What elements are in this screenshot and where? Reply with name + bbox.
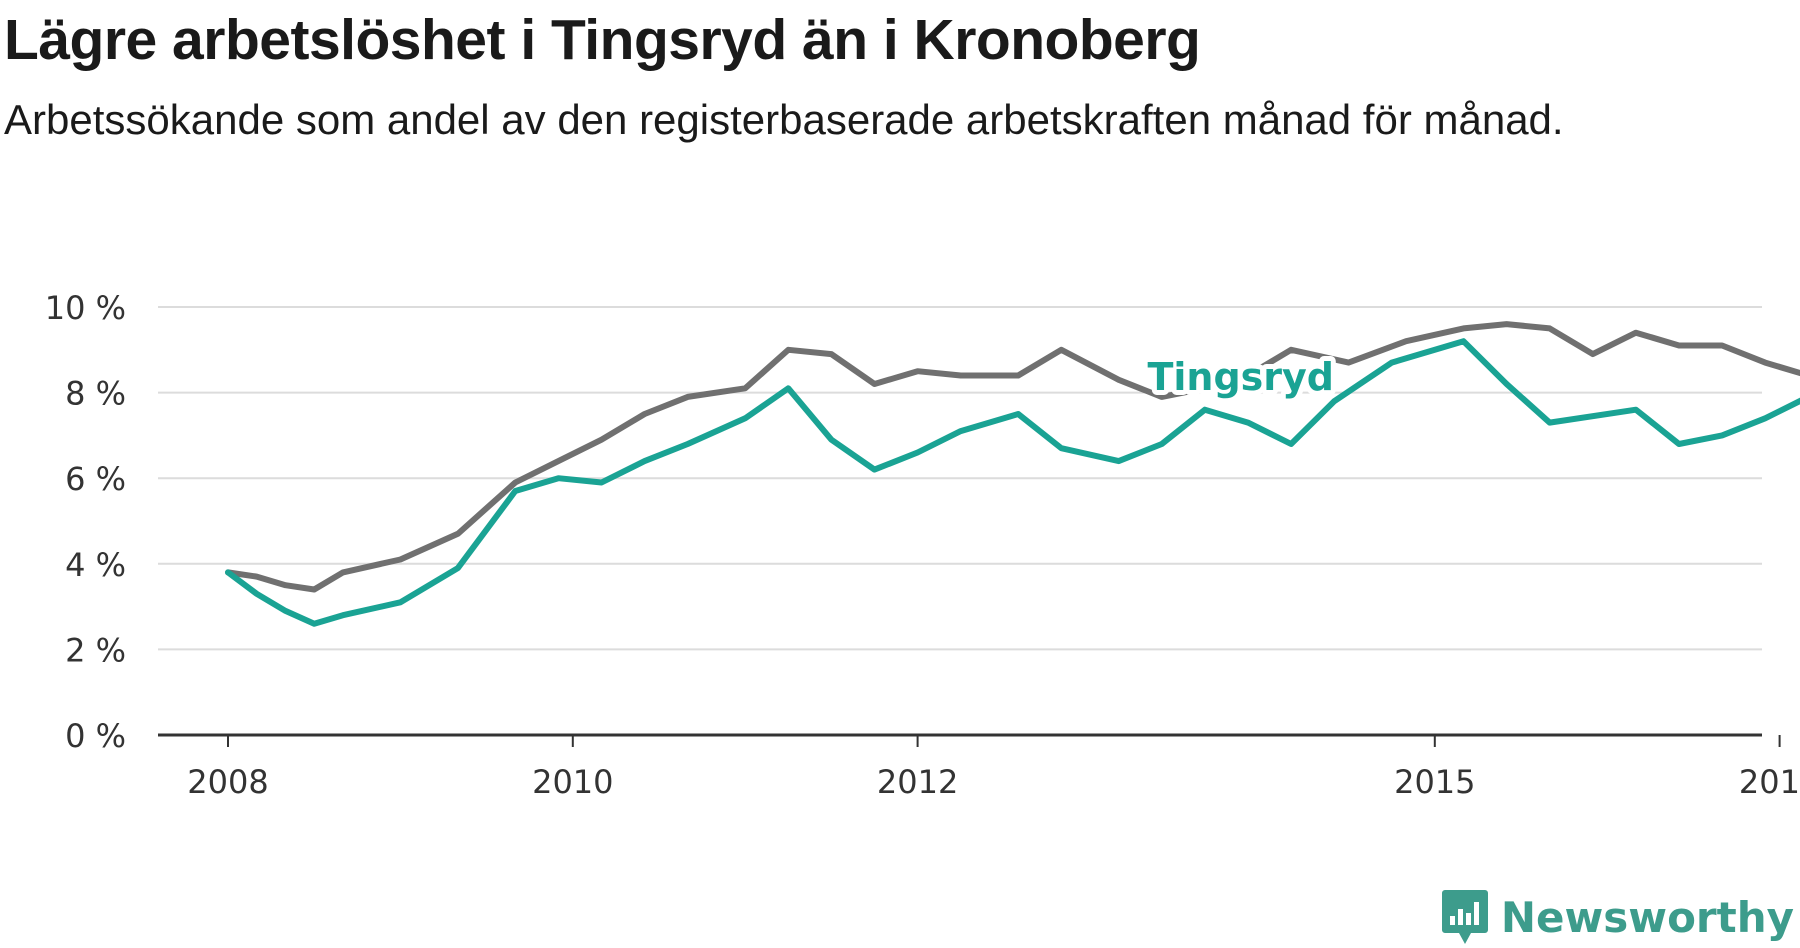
y-tick-label: 2 % (65, 631, 126, 669)
x-tick-label: 2008 (187, 763, 268, 801)
series-line-tingsryd (225, 338, 1800, 627)
chart-title: Lägre arbetslöshet i Tingsryd än i Krono… (4, 8, 1201, 72)
y-tick-label: 10 % (45, 289, 126, 327)
chart-subtitle: Arbetssökande som andel av den registerb… (4, 96, 1564, 143)
x-tick-label: 2010 (532, 763, 613, 801)
y-tick-label: 8 % (65, 375, 126, 413)
x-tick-label: 2015 (1394, 763, 1475, 801)
bar-chart-bubble-icon (1441, 890, 1488, 944)
series-line-kronoberg (225, 321, 1800, 593)
y-tick-label: 6 % (65, 460, 126, 498)
y-tick-label: 0 % (65, 717, 126, 755)
y-tick-label: 4 % (65, 546, 126, 584)
newsworthy-logo: Newsworthy (1441, 888, 1794, 946)
brand-name: Newsworthy (1500, 892, 1794, 942)
x-tick-label: 2012 (877, 763, 958, 801)
series-label-tingsryd: Tingsryd (1147, 355, 1334, 399)
x-tick-label: 2017 (1739, 763, 1800, 801)
